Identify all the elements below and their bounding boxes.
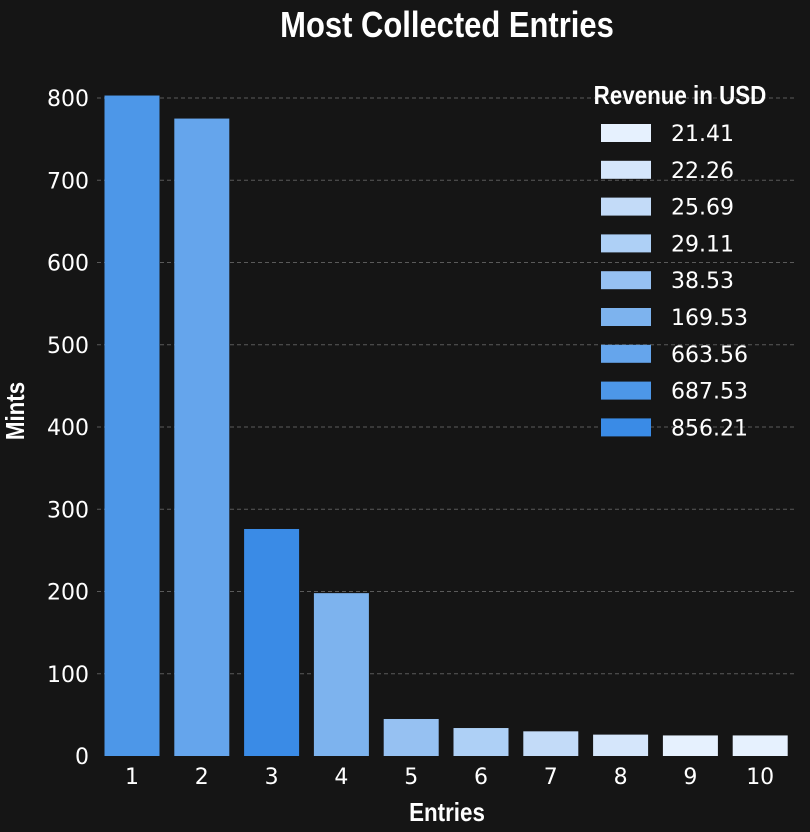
x-tick-label: 3 bbox=[265, 765, 279, 790]
x-tick-label: 2 bbox=[195, 765, 209, 790]
x-tick-label: 6 bbox=[474, 765, 488, 790]
bar-4 bbox=[313, 593, 369, 756]
bar-3 bbox=[244, 528, 300, 756]
y-tick-label: 100 bbox=[47, 663, 89, 688]
y-axis-ticks: 0 100 200 300 400 500 600 700 800 bbox=[47, 87, 89, 770]
legend-entry-label: 29.11 bbox=[671, 232, 734, 257]
legend-swatch bbox=[601, 160, 651, 179]
x-tick-label: 1 bbox=[125, 765, 139, 790]
x-axis-label: Entries bbox=[409, 798, 485, 827]
legend-entry-label: 22.26 bbox=[671, 159, 734, 184]
y-tick-label: 600 bbox=[47, 252, 89, 277]
legend-entry-label: 38.53 bbox=[671, 269, 734, 294]
legend-entry-label: 25.69 bbox=[671, 196, 734, 221]
legend-title: Revenue in USD bbox=[594, 81, 767, 110]
x-tick-label: 10 bbox=[746, 765, 774, 790]
x-tick-label: 8 bbox=[614, 765, 628, 790]
y-tick-label: 500 bbox=[47, 334, 89, 359]
y-tick-label: 0 bbox=[75, 745, 89, 770]
legend-entry-label: 663.56 bbox=[671, 343, 748, 368]
bar-2 bbox=[174, 118, 230, 756]
chart-title: Most Collected Entries bbox=[280, 6, 614, 46]
bar-8 bbox=[593, 734, 649, 756]
gridlines bbox=[97, 97, 795, 675]
legend: Revenue in USD 21.41 22.26 25.69 29.11 38.53… bbox=[594, 81, 767, 441]
bar-7 bbox=[523, 731, 579, 756]
y-axis-label: Mints bbox=[1, 382, 30, 440]
y-tick-label: 300 bbox=[47, 498, 89, 523]
legend-entry-label: 856.21 bbox=[671, 416, 748, 441]
legend-entry-label: 21.41 bbox=[671, 122, 734, 147]
legend-swatch bbox=[601, 344, 651, 363]
bars bbox=[104, 95, 788, 757]
legend-entry-label: 687.53 bbox=[671, 380, 748, 405]
x-axis-ticks: 1 2 3 4 5 6 7 8 9 10 bbox=[125, 765, 774, 790]
legend-swatch bbox=[601, 381, 651, 400]
legend-swatch bbox=[601, 197, 651, 216]
x-tick-label: 7 bbox=[544, 765, 558, 790]
x-tick-label: 9 bbox=[683, 765, 697, 790]
legend-swatch bbox=[601, 234, 651, 253]
legend-entry-label: 169.53 bbox=[671, 306, 748, 331]
bar-6 bbox=[453, 728, 509, 756]
y-tick-label: 400 bbox=[47, 416, 89, 441]
legend-swatch bbox=[601, 271, 651, 290]
legend-swatch bbox=[601, 308, 651, 326]
y-tick-label: 800 bbox=[47, 87, 89, 112]
bar-10 bbox=[732, 735, 788, 756]
y-tick-label: 200 bbox=[47, 581, 89, 606]
legend-swatch bbox=[601, 124, 651, 142]
bar-5 bbox=[383, 718, 439, 756]
bar-1 bbox=[104, 95, 160, 757]
x-tick-label: 4 bbox=[334, 765, 348, 790]
x-tick-label: 5 bbox=[404, 765, 418, 790]
legend-swatch bbox=[601, 418, 651, 437]
y-tick-label: 700 bbox=[47, 169, 89, 194]
bar-9 bbox=[662, 735, 718, 756]
